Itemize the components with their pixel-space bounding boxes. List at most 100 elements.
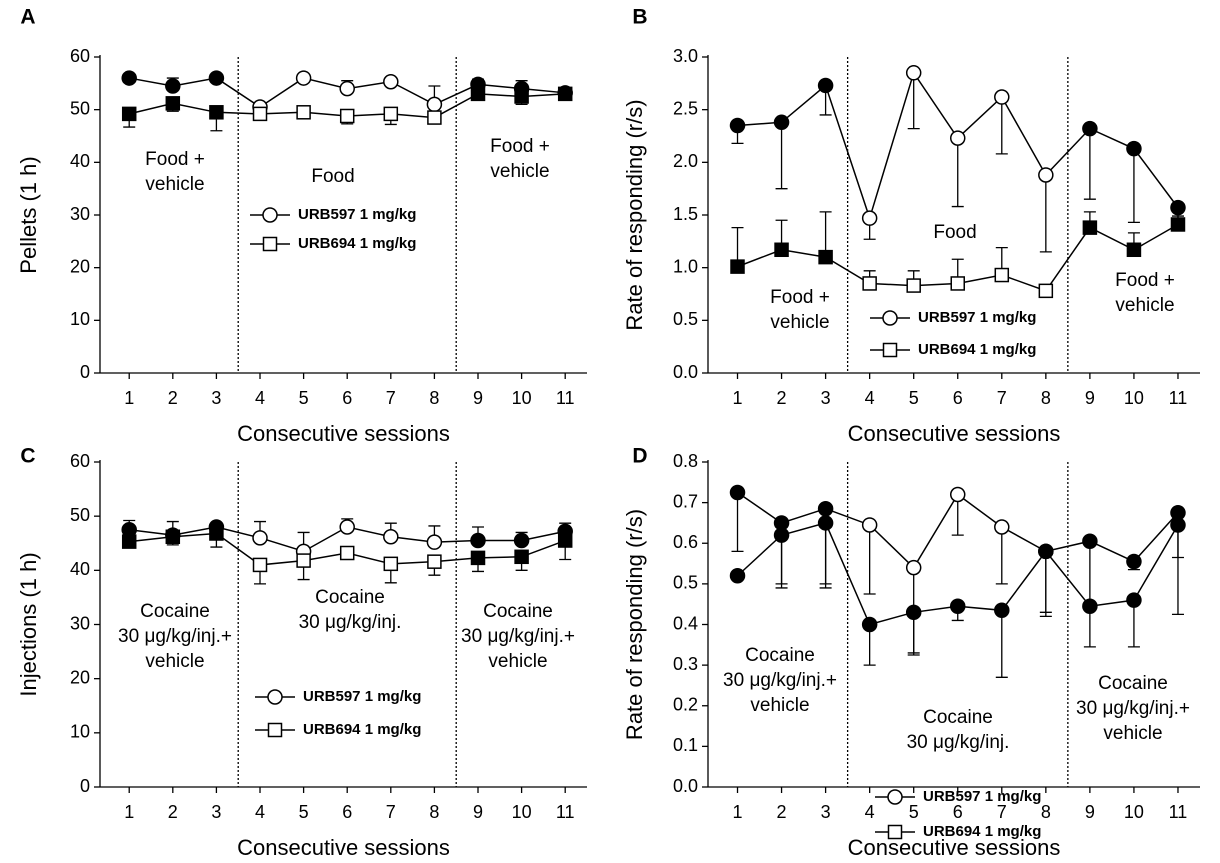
x-tick-label: 1 [733,388,743,408]
annotation: 30 μg/kg/inj. [299,612,402,633]
legend-marker [267,722,283,738]
data-point [949,130,966,146]
x-tick-label: 9 [473,388,483,408]
data-point [1126,242,1142,258]
y-axis-label: Injections (1 h) [16,552,41,696]
data-point [729,117,746,134]
x-tick-label: 1 [124,388,134,408]
data-point [470,550,486,566]
annotation: 30 μg/kg/inj.+ [461,626,575,647]
annotation: vehicle [145,174,204,195]
y-tick-label: 10 [70,309,90,329]
x-tick-label: 8 [1041,802,1051,822]
x-tick-label: 7 [997,802,1007,822]
data-point [1126,140,1142,157]
annotation: Cocaine [315,587,385,608]
x-axis-label: Consecutive sessions [848,835,1061,860]
y-tick-label: 0.3 [673,654,698,674]
x-tick-label: 11 [1169,802,1188,822]
x-tick-label: 11 [556,388,575,408]
data-point [383,74,399,90]
data-point [730,259,745,274]
y-tick-label: 0.1 [673,735,698,755]
error-bar [819,211,832,258]
data-point [861,616,878,633]
annotation: vehicle [1103,723,1162,744]
data-point [557,533,573,548]
data-point [1038,543,1054,560]
x-axis-label: Consecutive sessions [237,835,450,860]
legend-marker [882,310,898,326]
data-point [1170,217,1186,232]
y-tick-label: 50 [70,98,90,118]
x-tick-label: 8 [429,388,439,408]
error-bar [1039,174,1052,253]
data-point [208,70,225,86]
data-point [209,105,224,120]
error-bar [907,72,920,130]
x-tick-label: 2 [168,802,178,822]
data-point [557,86,573,102]
annotation: Food [933,222,976,243]
annotation: Cocaine [140,601,210,622]
data-point [339,545,355,561]
y-tick-label: 60 [70,451,90,471]
y-tick-label: 40 [70,559,90,579]
data-point [949,598,966,614]
y-axis-label: Rate of responding (r/s) [622,509,647,740]
data-point [252,557,268,573]
data-point [514,549,529,565]
x-tick-label: 1 [733,802,743,822]
data-point [994,602,1010,619]
y-tick-label: 0.6 [673,532,698,552]
annotation: vehicle [488,651,547,672]
x-tick-label: 6 [953,388,963,408]
data-point [994,519,1010,535]
x-tick-label: 6 [342,802,352,822]
x-tick-label: 1 [124,802,134,822]
x-tick-label: 4 [865,802,875,822]
legend-marker [267,689,283,705]
data-point [165,78,181,94]
annotation: Cocaine [1098,673,1168,694]
error-bar [1127,600,1140,648]
annotation: Food + [490,136,550,157]
data-point [295,70,312,86]
y-tick-label: 0.4 [673,613,698,633]
error-bar [995,527,1008,585]
y-tick-label: 0.5 [673,309,698,329]
error-bar [951,138,964,208]
x-tick-label: 7 [386,802,396,822]
data-point [121,70,137,86]
annotation: Food + [145,149,205,170]
y-tick-label: 20 [70,256,90,276]
data-point [339,108,355,124]
y-tick-label: 0.2 [673,695,698,715]
x-tick-label: 3 [211,802,221,822]
x-tick-label: 9 [1085,388,1095,408]
annotation: Cocaine [745,645,815,666]
y-tick-label: 0 [80,776,90,796]
annotation: Cocaine [923,707,993,728]
y-tick-label: 0.0 [673,362,698,382]
annotation: vehicle [490,161,549,182]
data-point [729,568,746,584]
data-point [818,249,833,265]
y-axis-label: Rate of responding (r/s) [622,99,647,330]
y-tick-label: 60 [70,46,90,66]
x-tick-label: 9 [1085,802,1095,822]
data-point [427,554,442,569]
legend-marker [887,789,903,805]
legend-marker [887,824,903,840]
y-tick-label: 1.5 [673,204,698,224]
x-tick-label: 10 [1124,802,1144,822]
x-tick-label: 2 [168,388,178,408]
data-point [339,80,355,97]
x-axis-label: Consecutive sessions [848,421,1061,446]
data-point [905,559,922,576]
data-point [513,532,530,549]
x-tick-label: 2 [777,802,787,822]
data-point [427,110,442,125]
y-tick-label: 0.5 [673,573,698,593]
data-point [861,517,878,533]
